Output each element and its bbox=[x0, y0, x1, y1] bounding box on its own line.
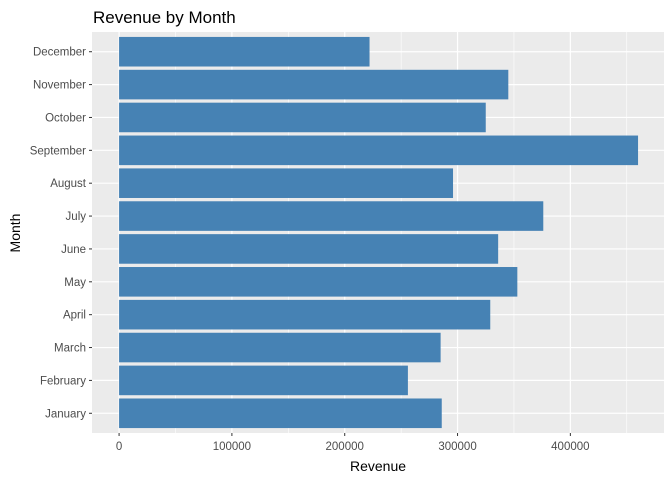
bar-april bbox=[119, 299, 491, 330]
y-tick-label: May bbox=[64, 277, 86, 289]
y-tick-label: September bbox=[30, 145, 86, 157]
y-tick-label: August bbox=[50, 178, 87, 190]
bar-may bbox=[119, 267, 518, 297]
bar-july bbox=[119, 201, 544, 231]
x-tick-label: 400000 bbox=[551, 441, 589, 453]
y-tick-label: October bbox=[45, 112, 86, 124]
bar-march bbox=[119, 332, 441, 363]
bar-november bbox=[119, 69, 509, 100]
x-axis: 0 100000 200000 300000 400000 bbox=[116, 433, 590, 453]
y-tick-label: March bbox=[54, 343, 86, 355]
y-tick-label: July bbox=[66, 211, 87, 223]
y-tick-label: April bbox=[63, 310, 86, 322]
bar-january bbox=[119, 398, 442, 429]
y-axis: January February March April May June July Augu… bbox=[30, 47, 92, 420]
y-tick-label: June bbox=[61, 244, 86, 256]
bars bbox=[119, 36, 639, 429]
bar-december bbox=[119, 36, 370, 67]
x-tick-label: 200000 bbox=[326, 441, 364, 453]
x-tick-label: 300000 bbox=[438, 441, 476, 453]
bar-february bbox=[119, 365, 408, 396]
bar-june bbox=[119, 234, 499, 264]
x-tick-label: 0 bbox=[116, 441, 122, 453]
x-tick-label: 100000 bbox=[213, 441, 251, 453]
chart-title: Revenue by Month bbox=[93, 8, 236, 27]
bar-august bbox=[119, 168, 454, 198]
y-axis-title: Month bbox=[7, 214, 23, 253]
y-tick-label: November bbox=[33, 80, 86, 92]
bar-october bbox=[119, 102, 486, 133]
y-tick-label: December bbox=[33, 47, 86, 59]
y-tick-label: January bbox=[45, 408, 86, 420]
x-axis-title: Revenue bbox=[350, 458, 406, 474]
bar-september bbox=[119, 135, 639, 166]
y-tick-label: February bbox=[40, 375, 86, 387]
